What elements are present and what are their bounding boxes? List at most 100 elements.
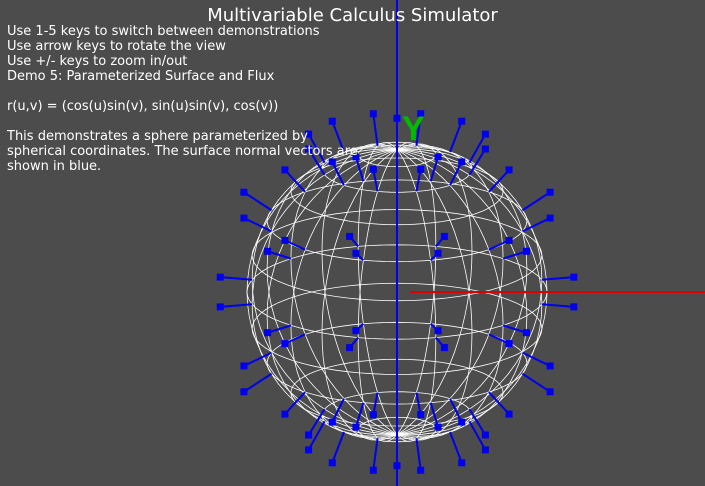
normal-vector-head [481,130,489,138]
normal-vector [449,398,463,423]
normal-vector-head [352,153,360,161]
normal-vector-head [458,418,466,426]
normal-vector-head [281,166,289,174]
normal-vector-head [434,153,442,161]
normal-vector-head [281,410,289,418]
normal-vector-head [505,340,513,348]
normal-vector [541,303,574,308]
page-title: Multivariable Calculus Simulator [207,5,498,26]
normal-vector [331,120,345,153]
normal-vector [331,398,345,423]
normal-vector [243,372,273,393]
normal-vector [220,276,253,281]
instruction-zoom: Use +/- keys to zoom in/out [7,54,188,69]
normal-vector [502,250,527,260]
normal-vector-head [281,236,289,244]
formula: r(u,v) = (cos(u)sin(v), sin(u)sin(v), co… [7,99,279,114]
normal-vector [220,303,253,308]
normal-vector-head [240,188,248,196]
normal-vector [521,191,551,212]
normal-vector-head [328,459,336,467]
normal-vector [355,402,365,428]
normal-vector [415,392,422,415]
normal-vector [488,169,510,193]
normal-vector [307,133,326,164]
normal-vector [372,169,379,192]
normal-vector-head [305,145,313,153]
normal-vector-head [346,344,354,352]
normal-vector [429,156,439,182]
normal-vector-head [434,327,442,335]
normal-vector [449,120,463,153]
normal-vector [415,437,422,471]
normal-vector [415,113,422,147]
normal-vector-head [417,466,425,474]
normal-vector-head [458,158,466,166]
normal-vector [521,372,551,393]
instruction-keys: Use 1-5 keys to switch between demonstra… [7,24,320,39]
normal-vector-head [505,166,513,174]
normal-vector-head [505,236,513,244]
normal-vector-head [505,410,513,418]
normal-vector [468,420,487,451]
normal-vector-head [216,273,224,281]
normal-vector [522,217,551,233]
normal-vector [468,148,487,176]
normal-vector-head [458,459,466,467]
normal-vector-head [546,214,554,222]
normal-vector [522,351,551,367]
normal-vector-head [352,327,360,335]
normal-vector-head [352,423,360,431]
normal-vector [355,156,365,182]
normal-vector-head [369,411,377,419]
normal-vector [502,324,527,334]
coordinate-axes [396,0,705,486]
normal-vector-head [305,130,313,138]
normal-vector [488,391,510,415]
normal-vector-head [440,344,448,352]
normal-vector [429,402,439,428]
normal-vector-head [546,388,554,396]
normal-vector-head [570,303,578,311]
normal-vector [541,276,574,281]
normal-vector-head [264,329,272,337]
normal-vector-head [522,329,530,337]
normal-vector-head [216,303,224,311]
normal-vector [372,437,379,471]
normal-vector [243,217,272,233]
normal-vector [267,250,292,260]
normal-vector [449,431,463,464]
normal-vector-head [440,232,448,240]
normal-vector-head [546,188,554,196]
normal-vector-head [481,431,489,439]
normal-vector [284,169,306,193]
normal-vector-head [393,462,401,470]
normal-vector-head [570,273,578,281]
normal-vector-head [240,214,248,222]
normal-vector-head [546,362,554,370]
normal-vector [331,161,345,186]
instruction-rotate: Use arrow keys to rotate the view [7,39,226,54]
normal-vector-head [240,362,248,370]
normal-vector-head [417,411,425,419]
normal-vector-head [305,431,313,439]
demo-name: Demo 5: Parameterized Surface and Flux [7,69,275,84]
normal-vector [415,169,422,192]
normal-vector [372,113,379,147]
normal-vector-head [393,114,401,122]
normal-vector [468,133,487,164]
normal-vector [307,420,326,451]
normal-vector-head [328,158,336,166]
normal-vector [468,408,487,436]
normal-vector-head [240,388,248,396]
normal-vector-head [352,249,360,257]
normal-vector-head [481,145,489,153]
normal-vector [243,351,272,367]
description: This demonstrates a sphere parameterized… [7,129,358,174]
info-panel: Use 1-5 keys to switch between demonstra… [7,24,367,174]
normal-vector-head [328,117,336,125]
normal-vector-head [417,165,425,173]
normal-vector [449,161,463,186]
normal-vector-head [369,165,377,173]
